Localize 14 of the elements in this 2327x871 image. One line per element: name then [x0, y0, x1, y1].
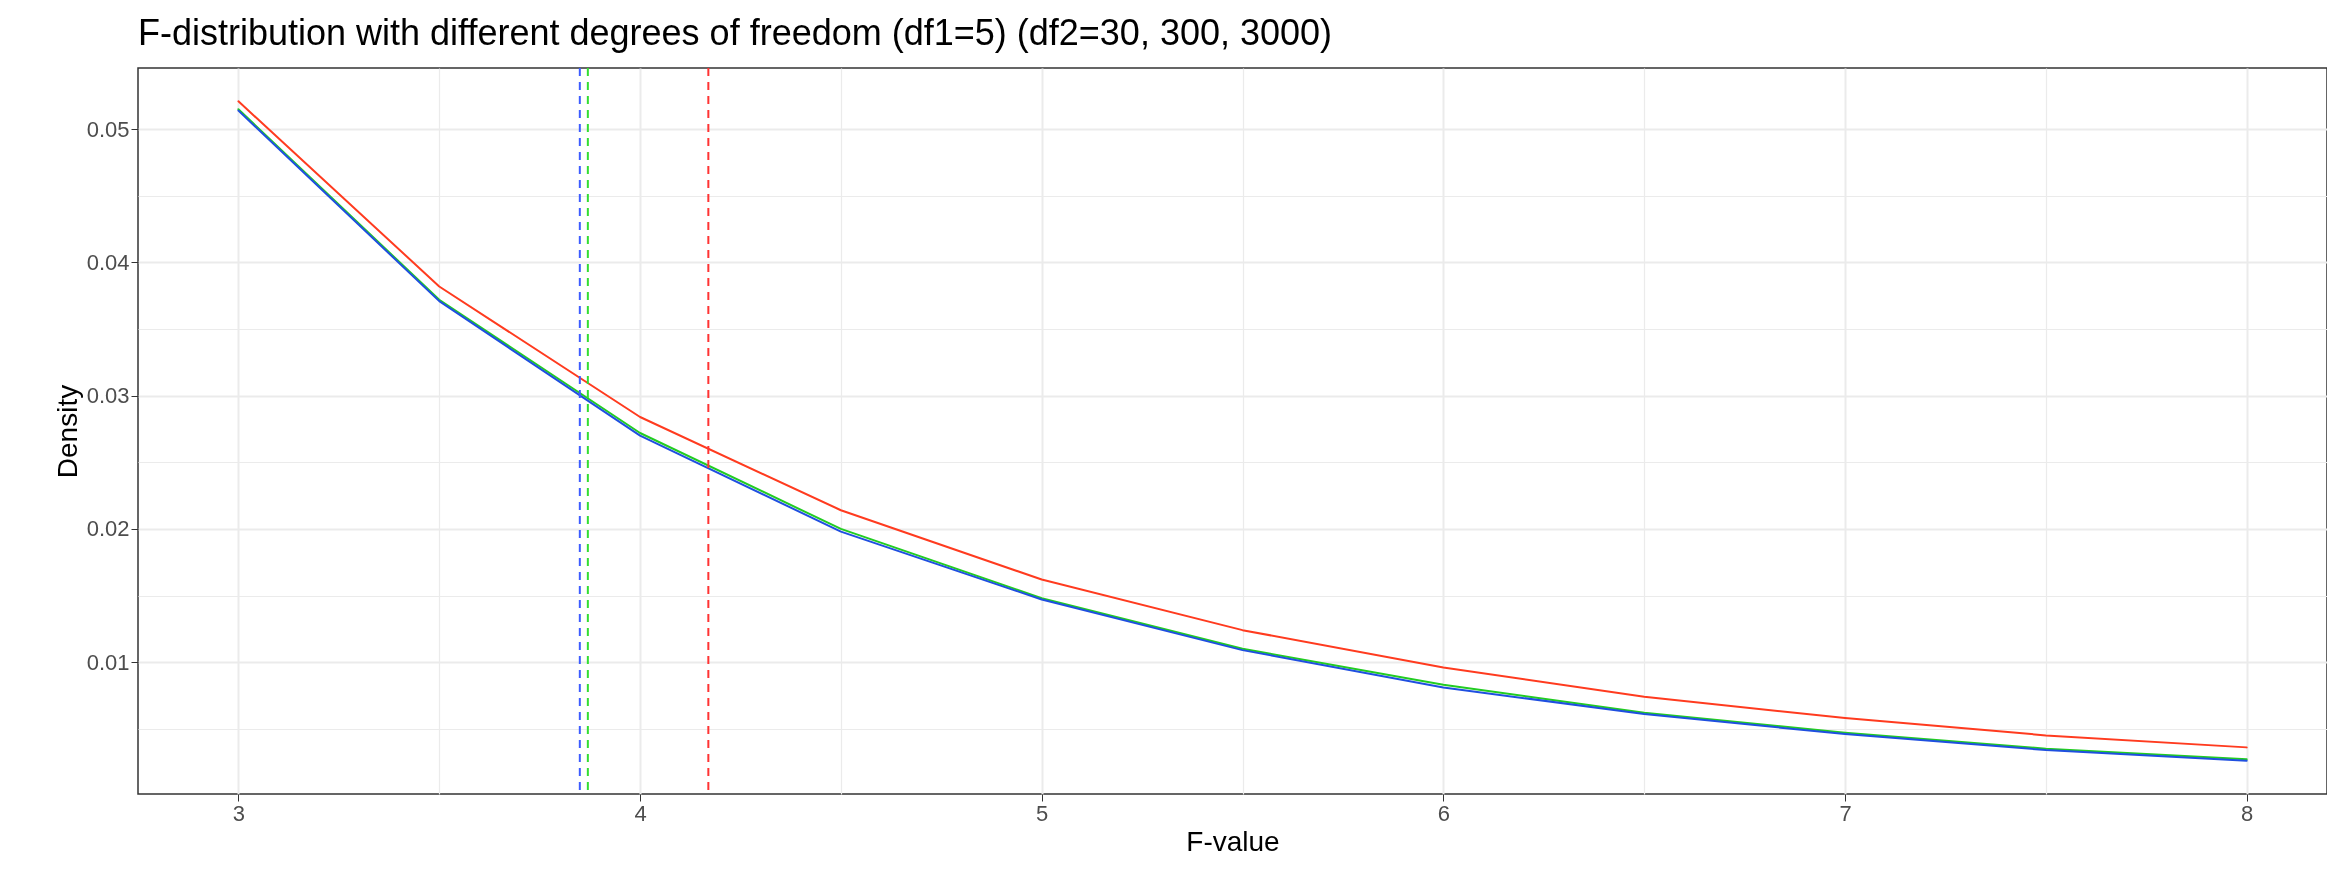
x-tick-label: 5 [1036, 800, 1049, 826]
x-tick-label: 4 [634, 800, 647, 826]
y-tick-label: 0.03 [86, 383, 130, 409]
x-axis-title: F-value [1186, 825, 1280, 857]
x-tick-label: 6 [1437, 800, 1450, 826]
y-tick-label: 0.05 [86, 116, 130, 142]
y-tick-label: 0.04 [86, 249, 130, 275]
y-tick-label: 0.01 [86, 649, 130, 675]
x-tick-label: 3 [232, 800, 246, 826]
y-tick-label: 0.02 [86, 516, 130, 542]
y-axis-title: Density [51, 384, 83, 479]
x-tick-label: 7 [1839, 800, 1852, 826]
chart-title: F-distribution with different degrees of freedom (df1=5) (df2=30, 300, 3000) [138, 12, 1333, 53]
x-tick-label: 8 [2241, 800, 2254, 826]
